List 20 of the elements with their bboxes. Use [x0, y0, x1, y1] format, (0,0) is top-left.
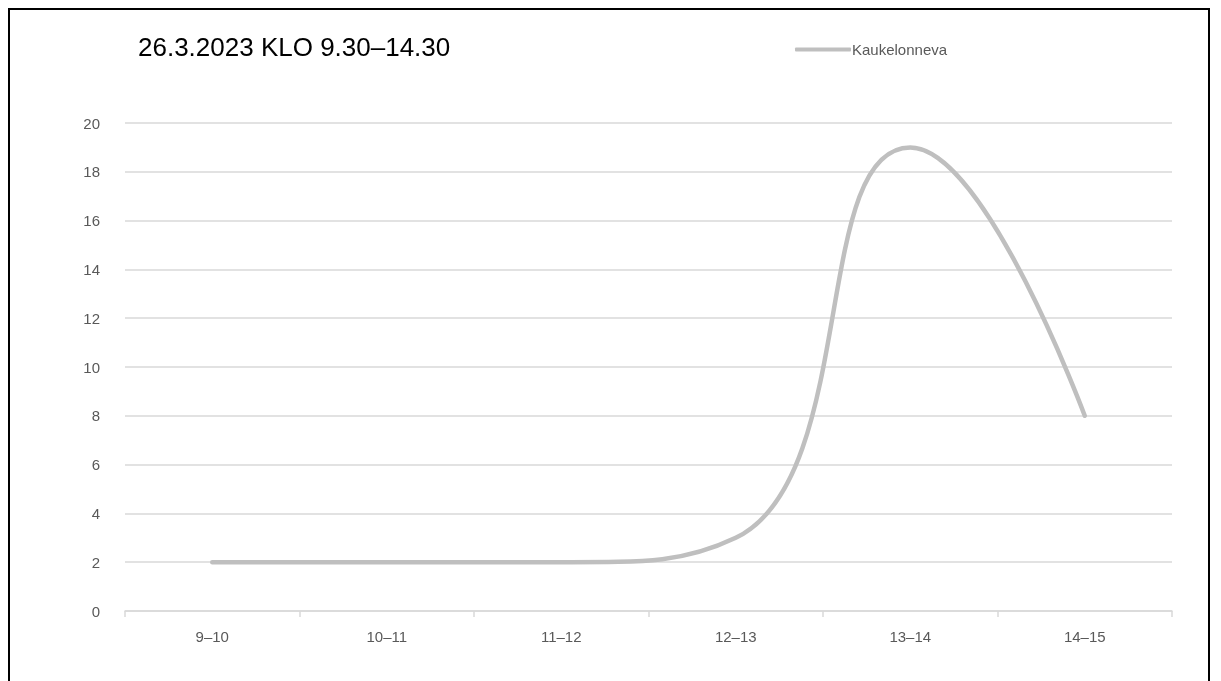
x-tick-label: 9–10 [195, 628, 229, 645]
x-tick-label: 12–13 [714, 628, 757, 645]
legend-label: Kaukelonneva [852, 41, 948, 58]
x-tick-label: 11–12 [540, 628, 582, 645]
x-tick-label: 10–11 [366, 628, 408, 645]
y-tick-label: 10 [83, 358, 100, 376]
x-tick-label: 14–15 [1063, 628, 1106, 645]
y-tick-label: 16 [83, 212, 100, 230]
y-tick-label: 12 [83, 309, 100, 327]
y-tick-label: 18 [83, 163, 100, 181]
x-tick-label: 13–14 [889, 628, 932, 645]
y-tick-label: 6 [91, 456, 100, 474]
y-tick-label: 2 [91, 553, 100, 571]
y-tick-label: 0 [91, 602, 100, 620]
y-tick-label: 14 [83, 260, 100, 278]
line-series [210, 145, 1087, 565]
y-tick-label: 4 [91, 504, 100, 522]
y-tick-label: 20 [83, 114, 100, 132]
y-tick-label: 8 [91, 407, 100, 425]
chart-title: 26.3.2023 KLO 9.30–14.30 [138, 32, 451, 62]
